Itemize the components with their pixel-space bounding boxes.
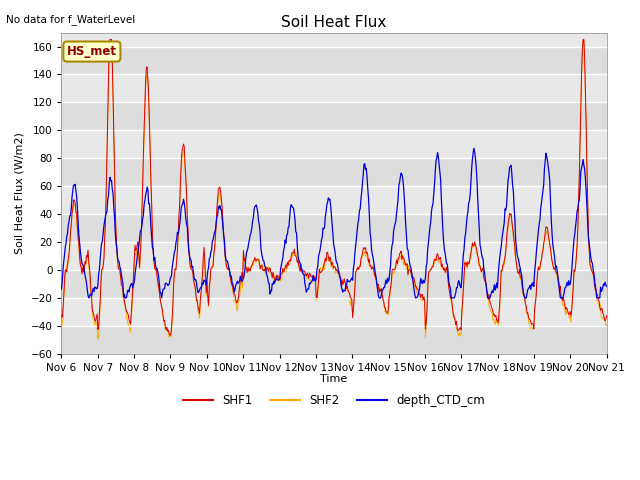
Y-axis label: Soil Heat Flux (W/m2): Soil Heat Flux (W/m2) (15, 132, 25, 254)
depth_CTD_cm (470, 145, 478, 151)
SHF2 (125, 324, 132, 329)
SHF1 (167, 333, 175, 338)
SHF1 (67, 220, 75, 226)
Line: SHF2: SHF2 (61, 39, 607, 339)
Line: depth_CTD_cm: depth_CTD_cm (61, 148, 607, 298)
Bar (61, 214, 607, 242)
Title: Soil Heat Flux: Soil Heat Flux (282, 15, 387, 30)
SHF2 (58, 327, 65, 333)
SHF2 (402, 260, 410, 266)
depth_CTD_cm (58, 286, 65, 292)
depth_CTD_cm (67, 205, 75, 211)
SHF2 (106, 36, 114, 42)
SHF2 (209, 259, 217, 265)
Bar (61, 158, 607, 186)
SHF1 (209, 264, 217, 269)
depth_CTD_cm (209, 239, 216, 244)
SHF1 (603, 313, 611, 319)
depth_CTD_cm (417, 276, 425, 281)
SHF2 (67, 223, 75, 229)
Legend: SHF1, SHF2, depth_CTD_cm: SHF1, SHF2, depth_CTD_cm (179, 390, 490, 412)
X-axis label: Time: Time (321, 374, 348, 384)
SHF1 (124, 312, 132, 318)
Bar (61, 270, 607, 298)
Text: No data for f_WaterLevel: No data for f_WaterLevel (6, 14, 136, 25)
SHF2 (603, 322, 611, 328)
depth_CTD_cm (603, 284, 611, 289)
depth_CTD_cm (124, 287, 132, 293)
Line: SHF1: SHF1 (61, 39, 607, 336)
depth_CTD_cm (85, 295, 93, 301)
SHF1 (402, 262, 410, 268)
depth_CTD_cm (401, 206, 409, 212)
SHF1 (58, 312, 65, 318)
SHF2 (180, 154, 188, 159)
Bar (61, 102, 607, 131)
SHF1 (418, 291, 426, 297)
SHF2 (94, 336, 102, 342)
depth_CTD_cm (180, 196, 188, 202)
Bar (61, 47, 607, 74)
SHF1 (180, 144, 188, 150)
SHF1 (106, 36, 114, 42)
SHF2 (418, 296, 426, 301)
Text: HS_met: HS_met (67, 45, 117, 58)
Bar (61, 326, 607, 354)
